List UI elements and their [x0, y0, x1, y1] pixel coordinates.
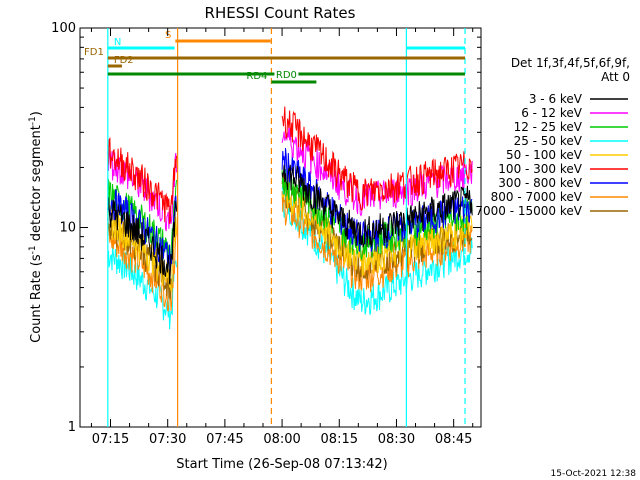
legend-label: 100 - 300 keV	[498, 162, 582, 176]
x-tick-label: 07:15	[92, 432, 129, 447]
series-line	[281, 164, 473, 248]
x-tick-label: 08:30	[378, 432, 415, 447]
legend-label: 25 - 50 keV	[514, 134, 583, 148]
series-line	[107, 136, 177, 224]
axis-ticks-layer: 1 10 100 07:15 07:30 07:45 08:00 08:15 08:30 08:4…	[51, 21, 481, 447]
x-axis-label: Start Time (26-Sep-08 07:13:42)	[176, 457, 387, 472]
status-bar-label: N	[114, 37, 121, 48]
legend-label: 800 - 7000 keV	[491, 190, 583, 204]
legend-label: 12 - 25 keV	[514, 120, 583, 134]
status-bar-label: RD0	[276, 70, 297, 81]
y-axis-label: Count Rate (s-1 detector segment-1)	[28, 111, 44, 343]
legend-label: 6 - 12 keV	[521, 106, 583, 120]
series-line	[107, 244, 177, 330]
footer-timestamp: 15-Oct-2021 12:38	[551, 469, 637, 479]
legend-header-detectors: Det 1f,3f,4f,5f,6f,9f,	[511, 56, 630, 70]
series-line	[281, 106, 473, 212]
legend: Det 1f,3f,4f,5f,6f,9f, Att 0 3 - 6 keV6 …	[475, 56, 630, 218]
vertical-lines-layer	[107, 28, 466, 427]
series-layer	[107, 106, 473, 330]
chart-title: RHESSI Count Rates	[205, 4, 356, 22]
plot-area: SNFD1FD2RD0RD4 11010007:1507:3007:4508:0…	[51, 21, 482, 447]
legend-header-attenuator: Att 0	[601, 70, 630, 84]
x-tick-label: 08:15	[321, 432, 358, 447]
status-bar-label-bg	[274, 68, 299, 80]
x-tick-label: 07:30	[149, 432, 186, 447]
series-line	[107, 197, 177, 285]
legend-label: 300 - 800 keV	[498, 176, 582, 190]
y-tick-label: 100	[51, 21, 76, 36]
y-tick-label: 10	[59, 221, 76, 236]
status-bar-label: RD4	[246, 71, 267, 82]
legend-label: 50 - 100 keV	[506, 148, 583, 162]
legend-label: 3 - 6 keV	[529, 92, 583, 106]
x-tick-label: 07:45	[206, 432, 243, 447]
legend-label: 7000 - 15000 keV	[475, 204, 582, 218]
x-tick-label: 08:45	[435, 432, 472, 447]
status-bars-layer: SNFD1FD2RD0RD4	[84, 30, 465, 84]
y-tick-label: 1	[68, 420, 76, 435]
status-bar-label: FD1	[84, 47, 104, 58]
x-tick-label: 08:00	[263, 432, 300, 447]
status-bar-label: FD2	[114, 55, 134, 66]
